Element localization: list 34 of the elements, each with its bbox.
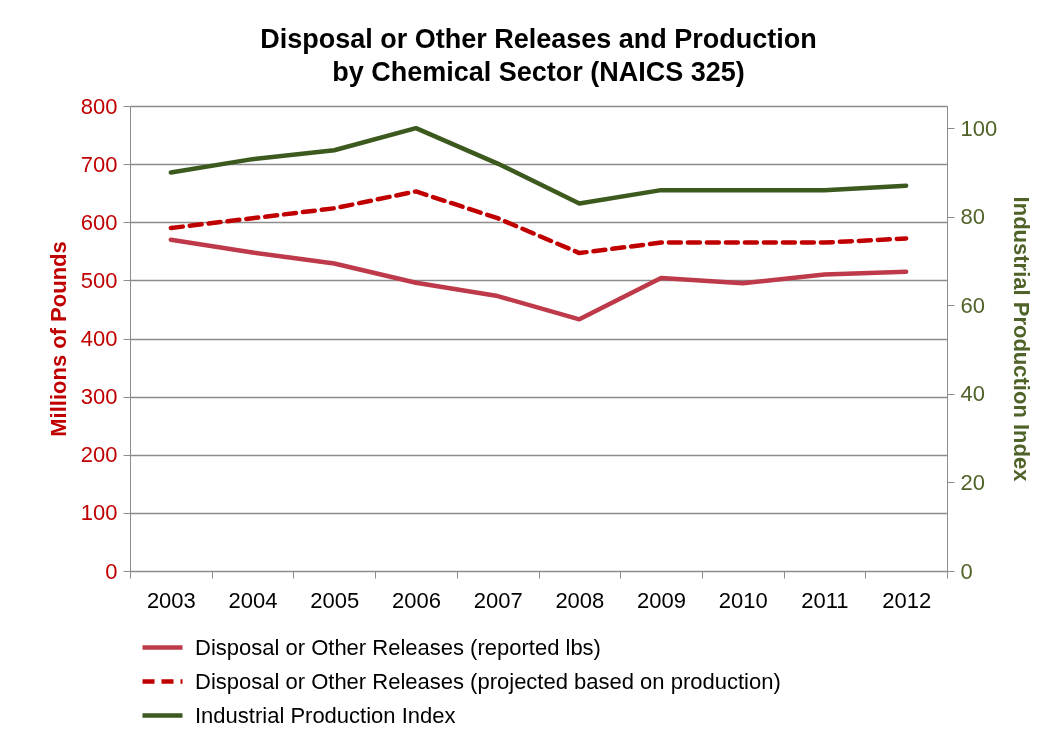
x-tick-label: 2010 <box>718 587 768 613</box>
y2-tick-label: 40 <box>960 381 985 407</box>
y-tick-label: 200 <box>80 442 118 468</box>
line-series <box>168 189 909 256</box>
y-tick-label: 100 <box>80 500 118 526</box>
y2-axis-title: Industrial Production Index <box>1009 196 1035 483</box>
legend-label: Disposal or Other Releases (projected based on production) <box>195 668 781 694</box>
line-series <box>168 125 909 206</box>
x-tick-label: 2005 <box>310 587 360 613</box>
y-tick-label: 600 <box>80 209 118 235</box>
y2-tick-label: 20 <box>960 469 985 495</box>
y-tick-label: 700 <box>80 151 118 177</box>
y-tick-label: 300 <box>80 384 118 410</box>
x-tick-label: 2008 <box>555 587 605 613</box>
x-tick-label: 2011 <box>801 587 849 613</box>
legend-label: Industrial Production Index <box>195 702 456 728</box>
y2-tick-label: 100 <box>960 115 998 141</box>
y-tick-label: 400 <box>80 326 118 351</box>
y2-tick-label: 0 <box>960 558 973 584</box>
y-tick-label: 800 <box>80 93 118 119</box>
y-tick-label: 500 <box>80 267 118 293</box>
x-tick-label: 2012 <box>882 587 932 613</box>
x-tick-label: 2009 <box>637 587 687 613</box>
y2-tick-label: 60 <box>960 292 985 318</box>
y-axis-title: Millions of Pounds <box>45 241 71 437</box>
x-tick-label: 2006 <box>391 587 441 613</box>
legend-label: Disposal or Other Releases (reported lbs) <box>195 634 601 660</box>
line-series <box>168 237 909 322</box>
x-tick-label: 2003 <box>146 587 196 613</box>
chart-title: Disposal or Other Releases and Production by Chemical Sector (NAICS 325) <box>260 24 817 87</box>
x-tick-label: 2004 <box>228 587 278 613</box>
x-tick-label: 2007 <box>473 587 523 613</box>
y2-tick-label: 80 <box>960 204 985 230</box>
y-tick-label: 0 <box>105 558 118 584</box>
